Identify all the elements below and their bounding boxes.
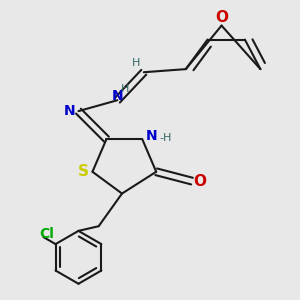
Text: N: N — [146, 129, 158, 143]
Text: H: H — [132, 58, 140, 68]
Text: N: N — [63, 104, 75, 118]
Text: N: N — [112, 88, 123, 103]
Text: Cl: Cl — [40, 227, 54, 241]
Text: O: O — [193, 174, 206, 189]
Text: O: O — [215, 10, 228, 25]
Text: S: S — [78, 164, 88, 179]
Text: -H: -H — [159, 133, 172, 142]
Text: H: H — [121, 84, 129, 94]
